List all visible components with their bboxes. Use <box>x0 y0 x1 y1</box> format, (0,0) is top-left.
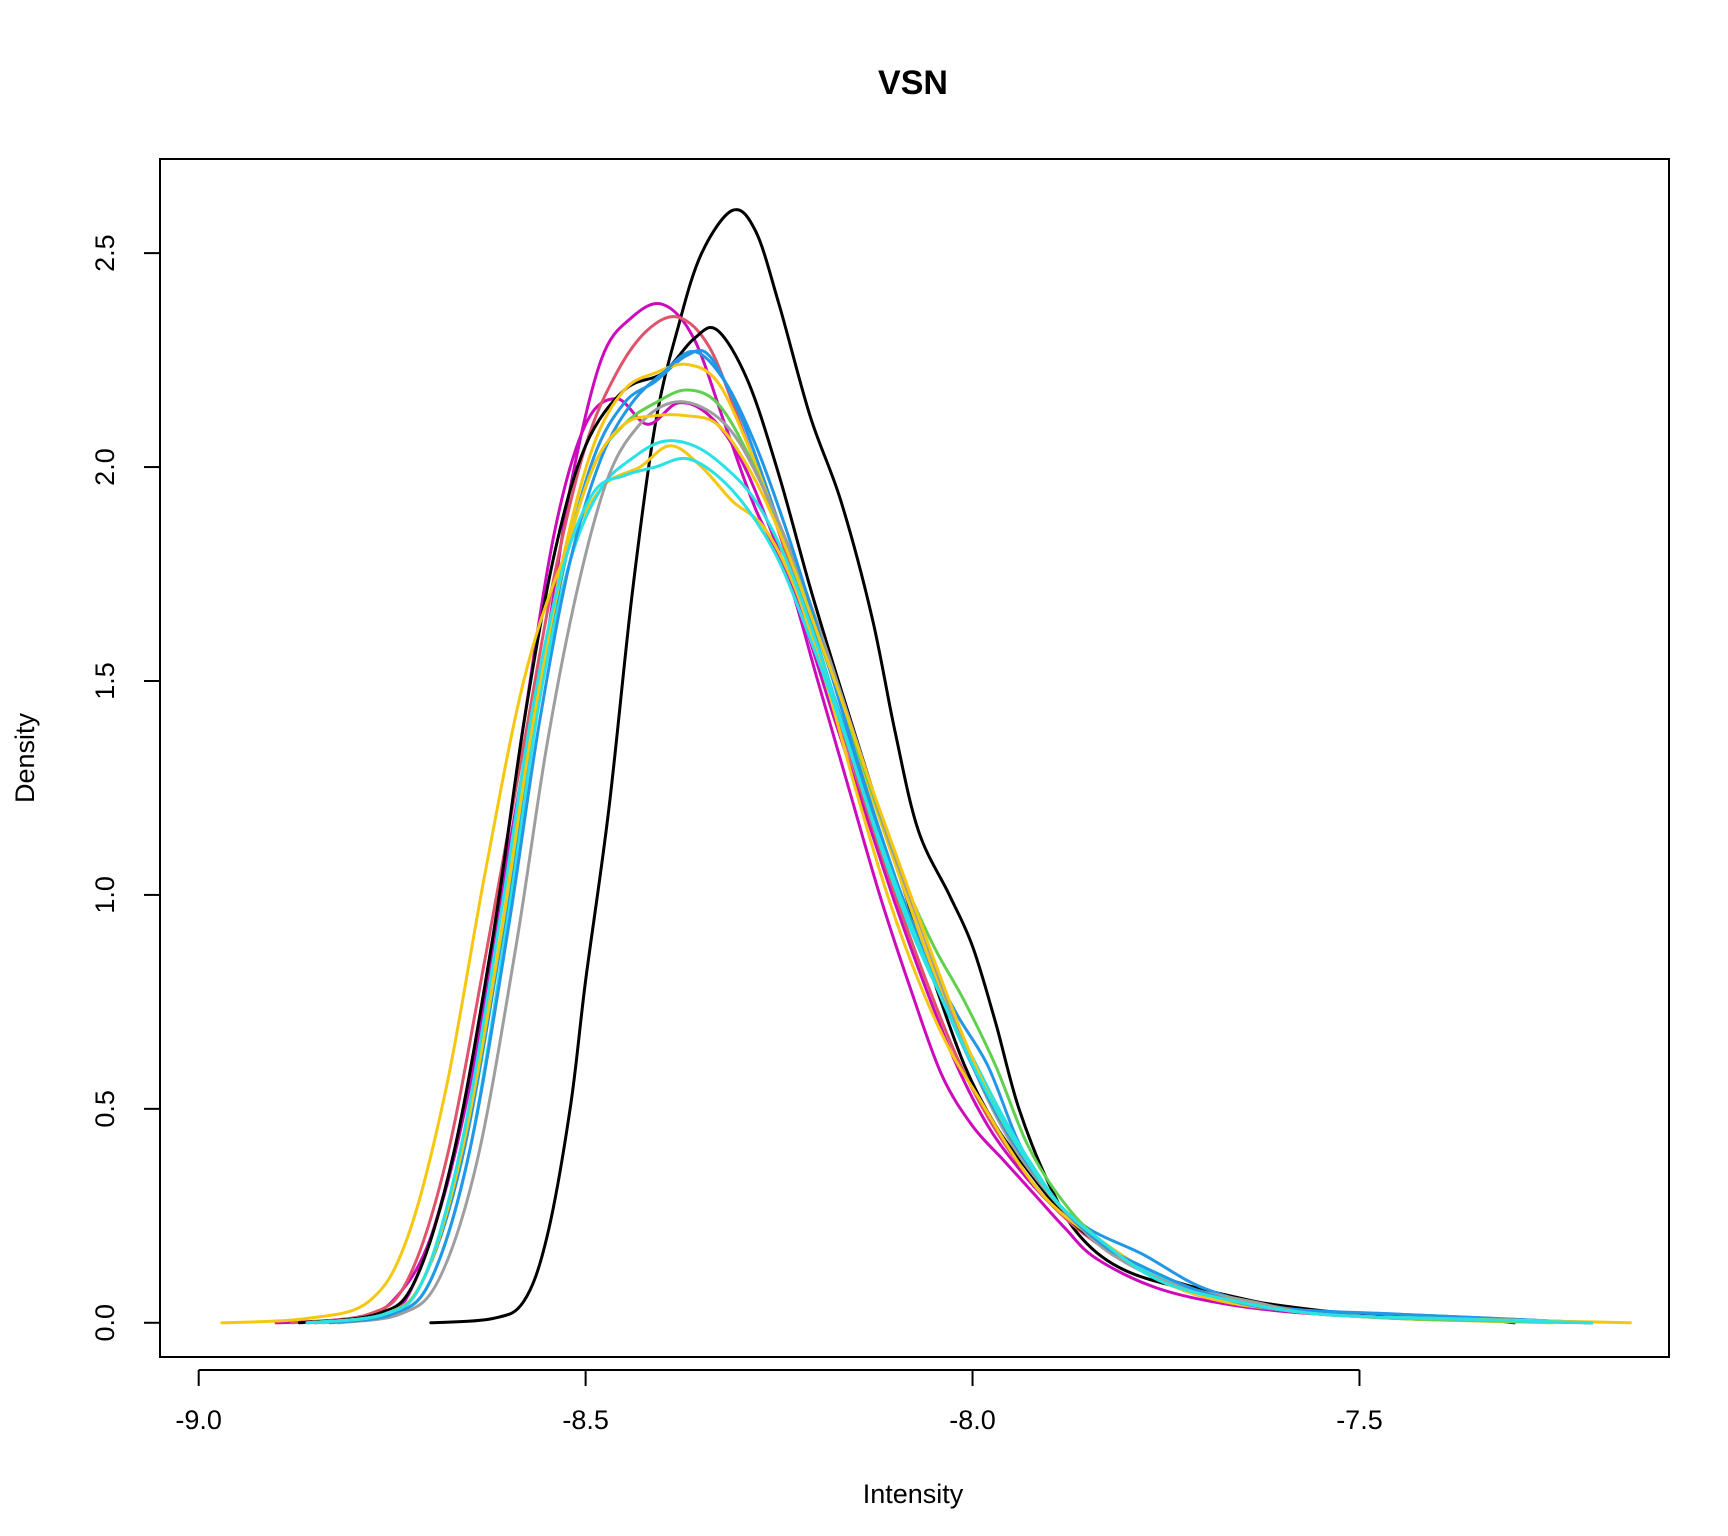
y-tick-label: 0.0 <box>90 1304 120 1342</box>
y-tick-label: 0.5 <box>90 1090 120 1128</box>
series-layer <box>220 208 1632 1325</box>
y-axis: 0.0 0.5 1.0 1.5 2.0 2.5 <box>90 234 161 1342</box>
chart-title: VSN <box>878 64 948 102</box>
x-axis-label: Intensity <box>863 1479 964 1509</box>
y-tick-label: 2.5 <box>90 234 120 272</box>
y-axis-label: Density <box>10 712 40 803</box>
density-line-1 <box>429 208 1516 1325</box>
y-tick-label: 1.5 <box>90 662 120 700</box>
x-tick-label: -7.5 <box>1336 1405 1383 1435</box>
x-tick-label: -8.5 <box>562 1405 609 1435</box>
density-line-14 <box>305 456 1594 1325</box>
x-axis: -9.0 -8.5 -8.0 -7.5 <box>175 1369 1383 1435</box>
y-tick-label: 1.0 <box>90 876 120 914</box>
y-tick-label: 2.0 <box>90 448 120 486</box>
x-tick-label: -9.0 <box>175 1405 222 1435</box>
x-tick-label: -8.0 <box>949 1405 996 1435</box>
